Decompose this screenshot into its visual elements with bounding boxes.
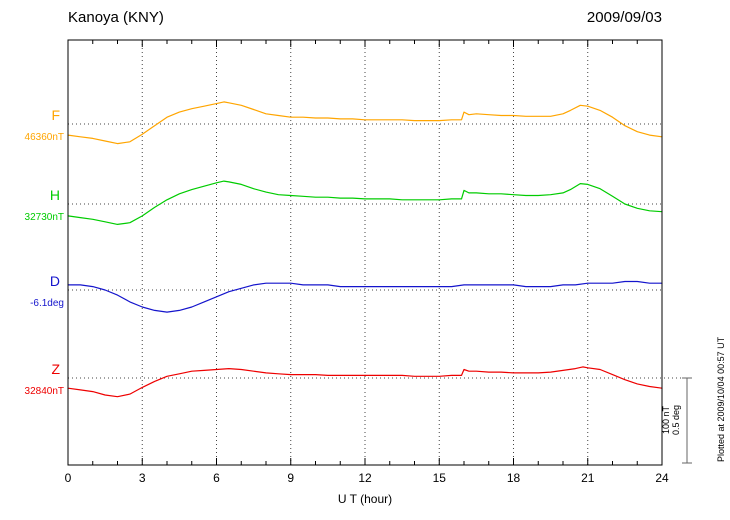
- axis-ticks: [67, 40, 663, 465]
- plot-date: 2009/09/03: [587, 9, 662, 26]
- x-tick-label-12: 12: [358, 471, 372, 485]
- plotted-note: Plotted at 2009/10/04 00:57 UT: [716, 336, 726, 462]
- plot-border: [67, 39, 663, 466]
- x-axis-title: U T (hour): [338, 492, 392, 506]
- scale-label-nt: 100 nT: [661, 405, 671, 434]
- trace-H: [67, 180, 663, 225]
- x-tick-label-18: 18: [507, 471, 521, 485]
- x-tick-label-24: 24: [655, 471, 669, 485]
- gridlines: [141, 40, 589, 465]
- x-tick-label-6: 6: [213, 471, 220, 485]
- component-letter-F: F: [51, 107, 60, 123]
- x-tick-labels: 0 3 6 9 12 15 18 21 24: [65, 471, 669, 485]
- component-letter-Z: Z: [51, 361, 60, 377]
- component-letter-H: H: [50, 187, 60, 203]
- component-traces: [67, 101, 663, 398]
- component-baseline-value-F: 46360nT: [25, 132, 64, 143]
- baseline-lines: [68, 123, 687, 379]
- x-tick-label-9: 9: [287, 471, 294, 485]
- component-baseline-value-Z: 32840nT: [25, 386, 64, 397]
- scale-label-deg: 0.5 deg: [671, 405, 681, 435]
- x-tick-label-3: 3: [139, 471, 146, 485]
- trace-D: [67, 280, 663, 313]
- x-tick-label-21: 21: [581, 471, 595, 485]
- x-tick-label-15: 15: [433, 471, 447, 485]
- trace-F: [67, 101, 663, 145]
- scale-bar: 100 nT 0.5 deg: [661, 377, 692, 464]
- trace-Z: [67, 366, 663, 398]
- station-title: Kanoya (KNY): [68, 9, 164, 26]
- component-baseline-value-H: 32730nT: [25, 212, 64, 223]
- x-tick-label-0: 0: [65, 471, 72, 485]
- component-letter-D: D: [50, 273, 60, 289]
- series-labels: F 46360nT H 32730nT D -6.1deg Z 32840nT: [25, 107, 64, 397]
- component-baseline-value-D: -6.1deg: [30, 298, 64, 309]
